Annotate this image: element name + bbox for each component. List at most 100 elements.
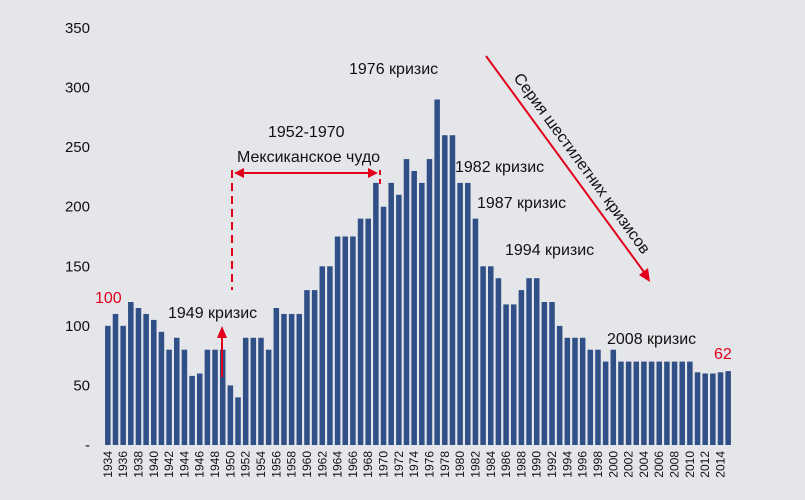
x-tick-label: 2008 <box>668 451 682 478</box>
x-tick-label: 1962 <box>315 451 329 478</box>
x-tick-label: 1986 <box>499 451 513 478</box>
y-tick-label: 300 <box>65 80 90 97</box>
bar-1993 <box>556 325 563 445</box>
bar-1953 <box>250 337 257 445</box>
bar-1950 <box>227 385 234 445</box>
bars <box>105 99 731 446</box>
x-tick-label: 2006 <box>652 451 666 478</box>
bar-1937 <box>128 302 134 445</box>
bar-1955 <box>265 349 272 445</box>
bar-2009 <box>679 361 685 445</box>
bar-1940 <box>151 319 157 445</box>
x-tick-label: 2000 <box>606 451 620 478</box>
crisis-1994-label: 1994 кризис <box>505 242 594 259</box>
x-tick-label: 1988 <box>514 451 528 478</box>
bar-1981 <box>465 182 471 445</box>
x-tick-label: 1954 <box>254 451 268 478</box>
period-arrow-left <box>234 168 244 178</box>
end-value-label: 62 <box>714 346 732 363</box>
bar-1974 <box>411 170 417 445</box>
bar-2014 <box>717 372 724 445</box>
bar-1956 <box>273 307 280 445</box>
y-tick-label: 150 <box>65 258 90 275</box>
period-name-label: Мексиканское чудо <box>237 149 380 166</box>
bar-1936 <box>120 325 126 445</box>
bar-1958 <box>288 313 295 445</box>
bar-2000 <box>610 349 617 445</box>
bar-1957 <box>281 313 287 445</box>
bar-1945 <box>189 375 195 445</box>
period-years-label: 1952-1970 <box>268 124 345 141</box>
bar-1964 <box>334 236 341 445</box>
bar-1963 <box>327 266 333 445</box>
x-tick-label: 1978 <box>438 451 452 478</box>
crisis-1949-label: 1949 кризис <box>168 305 257 322</box>
bar-1949 <box>219 349 226 445</box>
x-tick-label: 1944 <box>177 451 191 478</box>
x-tick-label: 1992 <box>545 451 559 478</box>
x-tick-label: 1964 <box>331 451 345 478</box>
x-tick-label: 1966 <box>346 451 360 478</box>
x-tick-label: 1946 <box>193 451 207 478</box>
crisis-2008-label: 2008 кризис <box>607 331 696 348</box>
y-tick-label: - <box>85 437 90 454</box>
bar-1992 <box>549 302 555 445</box>
bar-2001 <box>618 361 624 445</box>
bar-1996 <box>579 337 586 445</box>
bar-2004 <box>641 361 647 445</box>
x-tick-label: 1960 <box>300 451 314 478</box>
x-tick-label: 2004 <box>637 451 651 478</box>
bar-1985 <box>495 278 502 445</box>
x-tick-label: 1996 <box>576 451 590 478</box>
bar-1947 <box>204 349 211 445</box>
x-tick-label: 1952 <box>239 451 253 478</box>
bar-1954 <box>258 337 264 445</box>
x-tick-label: 1994 <box>560 451 574 478</box>
bar-1966 <box>350 236 356 445</box>
x-tick-label: 1972 <box>392 451 406 478</box>
bar-1943 <box>174 337 180 445</box>
y-axis: - 50 100 150 200 250 300 350 <box>65 20 90 454</box>
bar-1942 <box>166 349 172 445</box>
y-tick-label: 250 <box>65 139 90 156</box>
bar-1969 <box>373 182 379 445</box>
x-tick-label: 1970 <box>377 451 391 478</box>
bar-1997 <box>587 349 594 445</box>
start-value-label: 100 <box>95 290 122 307</box>
x-tick-label: 2010 <box>683 451 697 478</box>
bar-1968 <box>365 218 371 445</box>
bar-1939 <box>143 313 149 445</box>
bar-1970 <box>380 206 387 445</box>
x-tick-label: 1940 <box>147 451 161 478</box>
x-tick-label: 1976 <box>422 451 436 478</box>
bar-1995 <box>572 337 578 445</box>
bar-1951 <box>235 397 241 445</box>
x-tick-label: 1934 <box>101 451 115 478</box>
bar-1965 <box>342 236 348 445</box>
x-tick-label: 1950 <box>223 451 237 478</box>
bar-2005 <box>648 361 655 445</box>
crisis-1976-label: 1976 кризис <box>349 61 438 78</box>
x-tick-label: 1958 <box>285 451 299 478</box>
bar-1962 <box>319 266 326 445</box>
x-tick-label: 1982 <box>468 451 482 478</box>
bar-2007 <box>664 361 670 445</box>
bar-1984 <box>488 266 494 445</box>
bar-1977 <box>434 99 440 446</box>
x-tick-label: 1936 <box>116 451 130 478</box>
bar-1998 <box>595 349 601 445</box>
x-tick-label: 1948 <box>208 451 222 478</box>
bar-1935 <box>112 313 119 445</box>
bar-1982 <box>472 218 479 445</box>
bar-1975 <box>419 182 425 445</box>
bar-1967 <box>357 218 364 445</box>
bar-1980 <box>457 182 463 445</box>
x-tick-label: 1974 <box>407 451 421 478</box>
x-tick-label: 1998 <box>591 451 605 478</box>
x-tick-label: 1956 <box>269 451 283 478</box>
y-tick-label: 350 <box>65 20 90 37</box>
bar-1960 <box>304 290 310 445</box>
bar-1946 <box>196 373 203 445</box>
x-tick-label: 1938 <box>131 451 145 478</box>
bar-1986 <box>503 304 509 445</box>
